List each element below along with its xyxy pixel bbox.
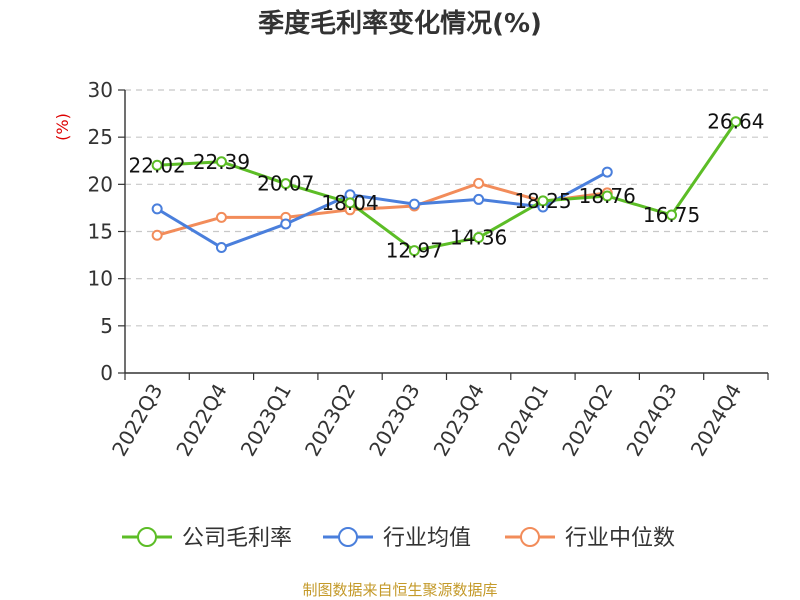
y-axis-unit: (%): [53, 113, 72, 141]
x-tick-label-2024Q2: 2024Q2: [557, 380, 617, 461]
x-tick-label-2022Q3: 2022Q3: [107, 380, 167, 461]
series-1-point-7: [601, 166, 613, 178]
series-line-2: [156, 181, 608, 237]
x-tick-label-2023Q1: 2023Q1: [236, 380, 296, 461]
legend-marker-2: [520, 527, 540, 547]
x-tick-label-2024Q3: 2024Q3: [621, 380, 681, 461]
series-1-point-2: [280, 218, 292, 230]
series-group: [151, 116, 742, 257]
data-labels: 22.02 22.39 20.07 18.04 12.97 14.36 18.25 18.76…: [129, 110, 765, 263]
y-tick-label-20: 20: [88, 172, 113, 196]
x-tick-label-2024Q1: 2024Q1: [493, 380, 553, 461]
series-1-point-5: [473, 193, 485, 205]
x-tick-label-2024Q4: 2024Q4: [686, 380, 746, 461]
series-1-point-4: [408, 198, 420, 210]
series-2-point-0: [151, 229, 163, 241]
series-line-0: [157, 120, 738, 253]
series-2-point-1: [215, 211, 227, 223]
series-0-point-8: [666, 209, 678, 221]
data-label-7: 18.76: [579, 184, 636, 208]
data-label-5: 14.36: [450, 226, 507, 250]
x-tick-label-2022Q4: 2022Q4: [171, 380, 231, 461]
y-tick-label-30: 30: [88, 78, 113, 102]
series-0-point-4: [408, 245, 420, 257]
data-label-3: 18.04: [321, 191, 378, 215]
y-tick-label-25: 25: [88, 125, 113, 149]
legend-label-1: 行业均值: [383, 526, 471, 551]
legend-item-0: 公司毛利率: [122, 526, 292, 551]
legend: 公司毛利率 行业均值 行业中位数: [122, 526, 675, 551]
data-label-9: 26.64: [707, 110, 764, 134]
data-label-0: 22.02: [129, 153, 186, 177]
data-label-4: 12.97: [386, 239, 443, 263]
series-0: [151, 116, 742, 257]
x-tick-label-2023Q4: 2023Q4: [429, 380, 489, 461]
legend-marker-0: [137, 527, 157, 547]
series-0-point-3: [344, 197, 356, 209]
y-tick-label-0: 0: [100, 361, 113, 385]
data-label-8: 16.75: [643, 203, 700, 227]
series-0-point-5: [473, 232, 485, 244]
series-0-point-6: [537, 195, 549, 207]
series-0-point-0: [151, 159, 163, 171]
legend-label-2: 行业中位数: [565, 526, 675, 551]
legend-label-0: 公司毛利率: [182, 526, 292, 551]
data-label-2: 20.07: [257, 172, 314, 196]
legend-item-2: 行业中位数: [505, 526, 675, 551]
legend-item-1: 行业均值: [323, 526, 471, 551]
data-label-6: 18.25: [514, 189, 571, 213]
series-1-point-1: [215, 242, 227, 254]
series-0-point-2: [280, 178, 292, 190]
y-tick-label-10: 10: [88, 267, 113, 291]
series-1-point-0: [151, 203, 163, 215]
chart-title: 季度毛利率变化情况(%): [258, 8, 542, 39]
source-note: 制图数据来自恒生聚源数据库: [302, 581, 497, 599]
series-2-point-5: [473, 177, 485, 189]
series-0-point-9: [730, 116, 742, 128]
y-axis-ticks: 0 5 10 15 20 25 30: [88, 78, 125, 385]
legend-marker-1: [338, 527, 358, 547]
series-0-point-1: [215, 156, 227, 168]
y-tick-label-15: 15: [88, 220, 113, 244]
series-0-point-7: [601, 190, 613, 202]
x-tick-label-2023Q2: 2023Q2: [300, 380, 360, 461]
data-label-1: 22.39: [193, 150, 250, 174]
gridlines: [125, 89, 768, 327]
x-tick-label-2023Q3: 2023Q3: [364, 380, 424, 461]
y-tick-label-5: 5: [100, 314, 113, 338]
x-axis-ticks: 2022Q3 2022Q4 2023Q1 2023Q2 2023Q3 2023Q4 2024…: [107, 373, 769, 461]
